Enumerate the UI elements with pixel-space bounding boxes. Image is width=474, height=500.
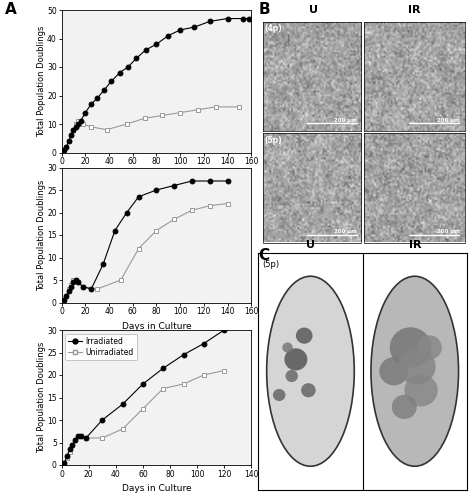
Text: 200 μm: 200 μm bbox=[437, 118, 459, 122]
Text: B: B bbox=[258, 2, 270, 18]
Text: (4p): (4p) bbox=[264, 24, 282, 34]
Y-axis label: Total Population Doublings: Total Population Doublings bbox=[36, 180, 46, 290]
Text: C: C bbox=[258, 248, 269, 262]
Ellipse shape bbox=[283, 342, 293, 352]
Ellipse shape bbox=[371, 276, 458, 466]
Y-axis label: Total Population Doublings: Total Population Doublings bbox=[36, 26, 46, 137]
Ellipse shape bbox=[267, 276, 354, 466]
Legend: Irradiated, Unirradiated: Irradiated, Unirradiated bbox=[65, 334, 137, 360]
Ellipse shape bbox=[379, 357, 409, 386]
Text: (5p): (5p) bbox=[264, 136, 282, 145]
Y-axis label: Total Population Doublings: Total Population Doublings bbox=[36, 342, 46, 453]
Ellipse shape bbox=[392, 395, 417, 419]
X-axis label: Days in Culture: Days in Culture bbox=[122, 484, 191, 494]
Text: 200 μm: 200 μm bbox=[334, 229, 356, 234]
Text: 200 μm: 200 μm bbox=[334, 118, 356, 122]
Text: 200 μm: 200 μm bbox=[437, 229, 459, 234]
Ellipse shape bbox=[296, 328, 312, 344]
Ellipse shape bbox=[417, 336, 442, 359]
Text: IR: IR bbox=[408, 5, 420, 15]
Text: IR: IR bbox=[409, 240, 421, 250]
X-axis label: Days in Culture: Days in Culture bbox=[122, 322, 191, 331]
Ellipse shape bbox=[404, 374, 438, 406]
Ellipse shape bbox=[301, 383, 316, 398]
Text: A: A bbox=[5, 2, 17, 18]
Text: (5p): (5p) bbox=[263, 260, 280, 268]
Ellipse shape bbox=[398, 348, 436, 384]
Ellipse shape bbox=[273, 389, 285, 401]
X-axis label: Days in culture: Days in culture bbox=[122, 172, 191, 181]
Ellipse shape bbox=[390, 328, 431, 368]
Text: U: U bbox=[309, 5, 318, 15]
Text: U: U bbox=[306, 240, 315, 250]
Ellipse shape bbox=[284, 348, 307, 370]
Ellipse shape bbox=[285, 370, 298, 382]
